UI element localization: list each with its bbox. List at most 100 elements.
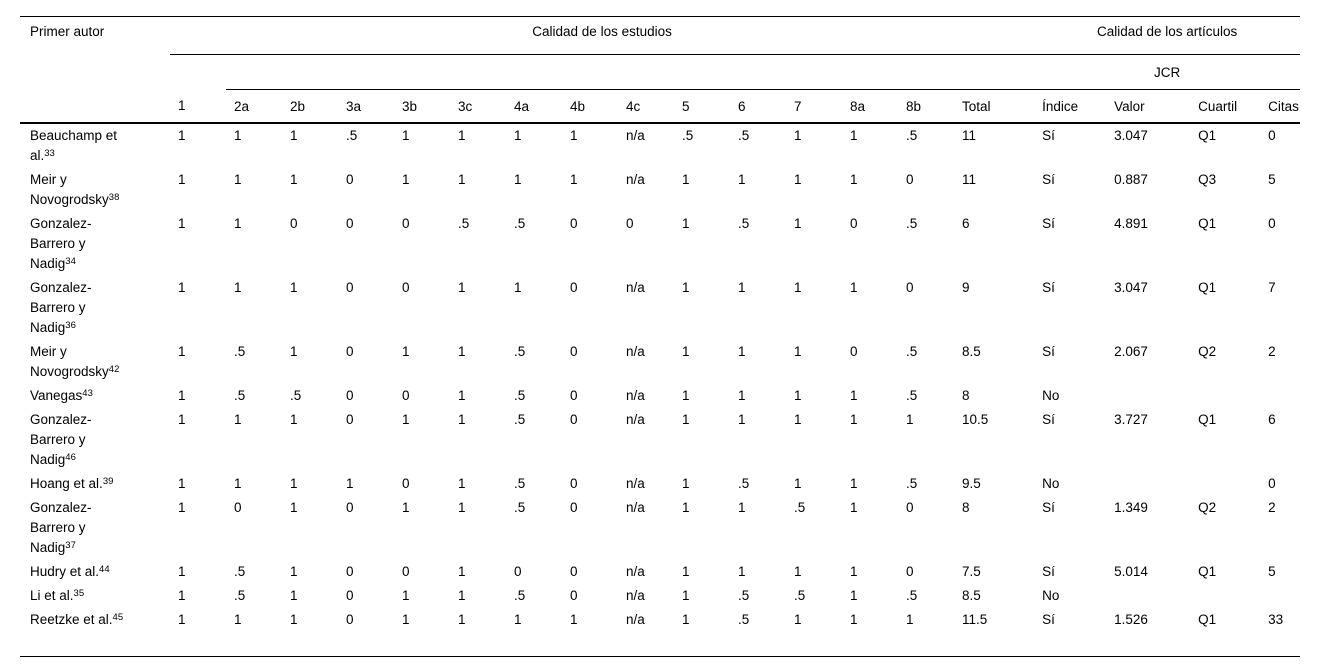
score-cell: 1 — [682, 388, 690, 403]
score-cell: 1 — [234, 128, 242, 143]
score-cell: 1 — [290, 476, 298, 491]
score-cell: 1 — [458, 344, 466, 359]
score-cell: 1 — [850, 476, 858, 491]
score-cell: 1 — [850, 612, 858, 627]
score-cell: 1.349 — [1114, 500, 1148, 515]
score-cell: 1 — [570, 172, 578, 187]
table-row: Hoang et al.39 1 1 1 1 0 1 .5 0 n/a 1 .5 1 1 .5 9.5 No 0 — [20, 472, 1300, 496]
score-cell: 0 — [570, 216, 578, 231]
score-cell: 3.727 — [1114, 412, 1148, 427]
score-cell: 1 — [682, 612, 690, 627]
score-cell: 1 — [682, 476, 690, 491]
score-cell: .5 — [738, 612, 750, 627]
score-cell: .5 — [906, 476, 918, 491]
score-cell — [1190, 584, 1260, 608]
score-cell: 1 — [178, 344, 186, 359]
score-cell: 1 — [290, 500, 298, 515]
score-cell: 1 — [682, 172, 690, 187]
author-name: Gonzalez-Barrero y Nadig — [30, 280, 92, 335]
col-header-indice: Índice — [1034, 89, 1107, 124]
table-row: Gonzalez-Barrero y Nadig37 1 0 1 0 1 1 .5 0 n/a 1 1… — [20, 496, 1300, 560]
score-cell: 1 — [458, 388, 466, 403]
score-cell: 1 — [906, 612, 914, 627]
jcr-header: JCR — [1034, 54, 1301, 90]
score-cell — [1190, 472, 1260, 496]
score-cell: No — [1042, 388, 1060, 403]
author-name: Li et al. — [30, 588, 74, 603]
score-cell: .5 — [234, 344, 246, 359]
score-cell: n/a — [626, 172, 645, 187]
score-cell: 1 — [290, 564, 298, 579]
score-cell: 1 — [458, 280, 466, 295]
score-cell — [1106, 472, 1190, 496]
score-cell: 1 — [234, 280, 242, 295]
score-cell: Q1 — [1198, 216, 1217, 231]
score-cell: 1 — [570, 612, 578, 627]
score-cell: Q2 — [1198, 500, 1217, 515]
score-cell: 2.067 — [1114, 344, 1148, 359]
score-cell: 3.047 — [1114, 128, 1148, 143]
author-name: Reetzke et al. — [30, 612, 113, 627]
primer-autor-header: Primer autor — [20, 16, 170, 124]
score-cell: 1 — [458, 128, 466, 143]
author-cell: Meir y Novogrodsky38 — [20, 168, 170, 212]
reference-superscript: 44 — [99, 564, 110, 575]
score-cell: 0 — [906, 172, 914, 187]
reference-superscript: 39 — [102, 476, 114, 487]
score-cell: Sí — [1042, 412, 1055, 427]
score-cell: 0.887 — [1114, 172, 1148, 187]
reference-superscript: 38 — [108, 192, 120, 203]
score-cell: 1 — [794, 612, 802, 627]
score-cell: 0 — [346, 412, 354, 427]
score-cell: 1 — [794, 344, 802, 359]
score-cell: 0 — [346, 612, 354, 627]
author-name: Meir y Novogrodsky — [30, 172, 109, 207]
col-header-4b: 4b — [562, 89, 618, 124]
score-cell: 1 — [794, 476, 802, 491]
score-cell — [1260, 384, 1300, 408]
score-cell: 0 — [626, 216, 634, 231]
table-row: Hudry et al.44 1 .5 1 0 0 1 0 0 n/a 1 1 1 1 0 7.5 Sí 5.01… — [20, 560, 1300, 584]
score-cell: 1 — [794, 564, 802, 579]
col-header-total: Total — [954, 89, 1035, 124]
col-header-4a: 4a — [506, 89, 562, 124]
score-cell: 0 — [570, 564, 578, 579]
col-header-3a: 3a — [338, 89, 394, 124]
score-cell — [1106, 384, 1190, 408]
score-cell: n/a — [626, 588, 645, 603]
table-row: Meir y Novogrodsky42 1 .5 1 0 1 1 .5 0 n/a 1 1 1 0 .5 8… — [20, 340, 1300, 384]
score-cell: 1 — [178, 476, 186, 491]
score-cell: 1 — [794, 280, 802, 295]
col-header-cuartil: Cuartil — [1190, 89, 1261, 124]
score-cell: 1 — [794, 216, 802, 231]
score-cell: 0 — [906, 280, 914, 295]
col-header-5: 5 — [674, 89, 730, 124]
score-cell: 1 — [290, 412, 298, 427]
score-cell: .5 — [794, 588, 806, 603]
table-row: Meir y Novogrodsky38 1 1 1 0 1 1 1 1 n/a 1 1 1 1 0 11 Sí… — [20, 168, 1300, 212]
author-name: Gonzalez-Barrero y Nadig — [30, 412, 92, 467]
score-cell: 1 — [290, 588, 298, 603]
score-cell: n/a — [626, 412, 645, 427]
score-cell: 1 — [850, 388, 858, 403]
score-cell: 1 — [850, 564, 858, 579]
score-cell: n/a — [626, 564, 645, 579]
score-cell: 1 — [234, 412, 242, 427]
score-cell: 1 — [458, 412, 466, 427]
score-cell: 1 — [794, 388, 802, 403]
estudios-span-rule — [226, 54, 1035, 90]
score-cell: 1 — [906, 412, 914, 427]
score-cell: 0 — [402, 216, 410, 231]
score-cell: n/a — [626, 500, 645, 515]
score-cell: 1 — [682, 500, 690, 515]
score-cell: .5 — [738, 128, 750, 143]
table-row: Beauchamp et al.33 1 1 1.5 1 1 1 1 n/a .5.5 1 1.5 11… — [20, 123, 1300, 168]
score-cell: Sí — [1042, 564, 1055, 579]
score-cell: 1 — [178, 588, 186, 603]
score-cell: 0 — [906, 564, 914, 579]
col-header-3b: 3b — [394, 89, 450, 124]
score-cell: 1 — [290, 280, 298, 295]
reference-superscript: 35 — [73, 588, 85, 599]
score-cell: 0 — [346, 344, 354, 359]
author-name: Vanegas — [30, 388, 83, 403]
